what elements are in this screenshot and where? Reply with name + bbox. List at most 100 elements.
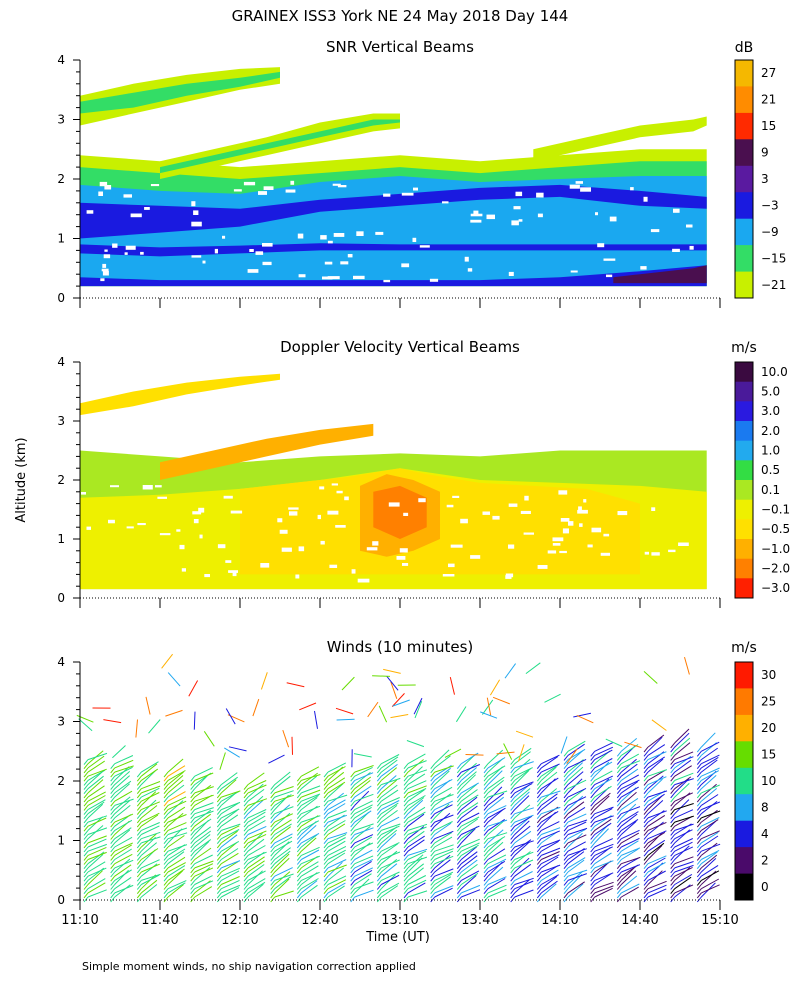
wind-barb-flag	[536, 830, 542, 836]
wind-barb	[700, 842, 718, 856]
wind-barb	[407, 882, 426, 894]
gap-cell	[81, 492, 86, 495]
wind-barb-flag	[350, 850, 356, 857]
wind-barb-flag	[696, 859, 702, 865]
wind-barb	[621, 856, 641, 865]
wind-barb-flag	[670, 784, 676, 790]
wind-barb-flag	[403, 800, 409, 807]
wind-barb	[221, 852, 239, 865]
wind-barb-flag	[163, 875, 169, 882]
wind-barb	[576, 714, 594, 724]
wind-barb	[594, 749, 613, 761]
y-tick-label: 4	[57, 655, 65, 669]
wind-barb	[487, 888, 507, 898]
wind-barb	[621, 829, 640, 840]
wind-barb-flag	[563, 821, 569, 828]
gap-cell	[99, 181, 108, 187]
wind-barb-flag	[190, 830, 196, 836]
wind-barb	[487, 770, 503, 785]
wind-barb	[221, 876, 240, 885]
colorbar-label: 8	[761, 800, 769, 814]
wind-barb	[301, 772, 318, 786]
gap-cell	[597, 243, 605, 248]
wind-barb	[194, 802, 214, 811]
wind-barb-flag	[670, 788, 676, 795]
wind-barb	[301, 846, 320, 856]
wind-barb	[220, 834, 238, 848]
wind-barb-flag	[483, 838, 489, 845]
wind-barb	[701, 754, 720, 765]
wind-barb-flag	[216, 813, 222, 820]
data-band-6	[613, 265, 707, 284]
wind-barb	[335, 707, 354, 715]
wind-barb-flag	[456, 767, 462, 774]
data-band-5	[80, 265, 707, 287]
gap-cell	[335, 525, 346, 528]
wind-barb	[481, 699, 494, 715]
wind-barb	[381, 885, 399, 898]
wind-barb-flag	[243, 875, 249, 882]
wind-barb-flag	[136, 825, 142, 832]
wind-barb	[407, 780, 427, 790]
wind-barb-flag	[323, 871, 329, 878]
wind-barb	[407, 823, 428, 831]
wind-barb	[194, 847, 212, 860]
wind-barb-flag	[670, 771, 676, 778]
wind-barb	[621, 886, 639, 898]
wind-barb	[140, 879, 158, 894]
wind-barb-flag	[243, 859, 249, 865]
wind-barb-flag	[510, 875, 516, 882]
wind-barb-flag	[270, 871, 276, 878]
wind-barb-flag	[270, 800, 276, 807]
wind-barb-flag	[643, 813, 649, 820]
wind-barb-flag	[163, 867, 169, 874]
wind-barb	[194, 809, 212, 823]
wind-barb-flag	[403, 846, 409, 853]
wind-barb	[434, 885, 454, 894]
wind-barb-flag	[696, 855, 702, 861]
wind-barb-flag	[590, 755, 596, 761]
wind-barb-flag	[110, 830, 116, 836]
wind-barb	[461, 884, 481, 894]
colorbar-label: 25	[761, 695, 776, 709]
wind-barb-flag	[456, 867, 462, 874]
wind-barb-flag	[216, 784, 222, 790]
wind-barb-flag	[376, 792, 382, 799]
gap-cell	[157, 496, 167, 499]
wind-barb	[141, 836, 161, 844]
wind-barb-flag	[296, 788, 302, 795]
y-tick-label: 1	[57, 834, 65, 848]
wind-barb-flag	[350, 830, 356, 836]
wind-barb-flag	[190, 834, 196, 840]
wind-barb-flag	[136, 842, 142, 849]
wind-barb-flag	[643, 746, 649, 753]
wind-barb-flag	[616, 850, 622, 857]
wind-barb-flag	[323, 867, 329, 874]
wind-barb	[701, 747, 718, 761]
wind-barb-flag	[270, 821, 276, 828]
wind-barb	[701, 830, 720, 840]
wind-barb-flag	[616, 859, 622, 865]
wind-barb-flag	[563, 863, 569, 870]
wind-barb	[407, 789, 425, 802]
wind-barb-flag	[350, 834, 356, 840]
wind-barb-flag	[296, 838, 302, 845]
wind-barb-flag	[163, 855, 169, 861]
gap-cell	[513, 206, 521, 210]
y-tick-label: 3	[57, 715, 65, 729]
gap-cell	[452, 495, 460, 498]
wind-barb-flag	[696, 746, 702, 753]
wind-barb	[544, 693, 561, 703]
wind-barb-flag	[590, 880, 596, 886]
x-tick-label: 14:10	[541, 913, 578, 928]
wind-barb-flag	[563, 850, 569, 857]
wind-barb	[87, 843, 107, 852]
wind-barb	[487, 878, 506, 890]
wind-barb	[301, 820, 320, 831]
wind-barb	[327, 852, 346, 865]
wind-barb-flag	[136, 863, 142, 870]
colorbar-frame	[734, 661, 754, 901]
wind-barb	[140, 763, 158, 777]
wind-barb	[141, 822, 160, 831]
wind-barb	[674, 772, 694, 781]
